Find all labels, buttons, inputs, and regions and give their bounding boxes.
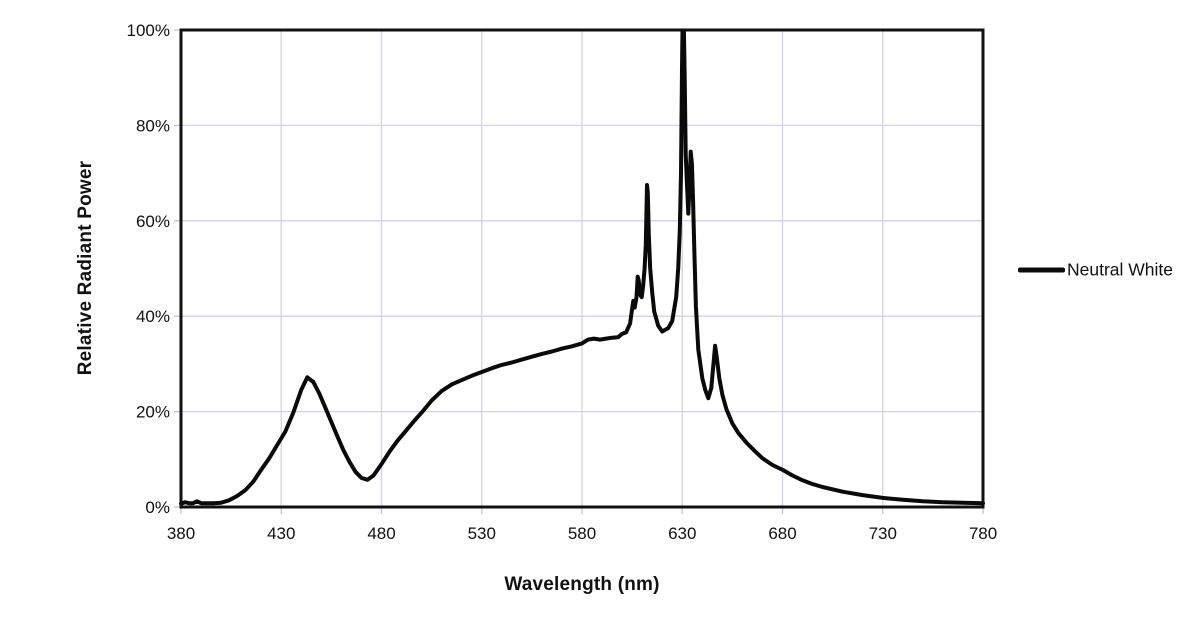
y-tick-label: 80% xyxy=(136,116,170,135)
y-tick-label: 0% xyxy=(145,498,170,517)
y-tick-label: 20% xyxy=(136,403,170,422)
x-axis-title: Wavelength (nm) xyxy=(504,574,660,595)
tick-labels: 380 430 480 530 580 630 680 730 780 0% 20% 40% 60% 80… xyxy=(127,21,998,543)
x-tick-label: 730 xyxy=(869,524,897,543)
x-tick-label: 680 xyxy=(768,524,796,543)
y-axis-title: Relative Radiant Power xyxy=(75,160,96,376)
legend-line-marker xyxy=(1018,267,1065,273)
x-tick-label: 530 xyxy=(468,524,496,543)
x-tick-label: 480 xyxy=(367,524,395,543)
y-tick-label: 60% xyxy=(136,212,170,231)
x-tick-label: 630 xyxy=(668,524,696,543)
x-tick-label: 780 xyxy=(969,524,997,543)
plot-border xyxy=(179,28,985,509)
legend-series-label: Neutral White xyxy=(1067,259,1174,280)
x-tick-label: 380 xyxy=(167,524,195,543)
x-tick-label: 430 xyxy=(267,524,295,543)
y-tick-label: 40% xyxy=(136,307,170,326)
x-tick-label: 580 xyxy=(568,524,596,543)
series-line-neutral-white xyxy=(179,30,985,506)
legend: Neutral White xyxy=(1018,260,1173,281)
gridlines xyxy=(174,29,984,514)
y-tick-label: 100% xyxy=(127,21,170,40)
